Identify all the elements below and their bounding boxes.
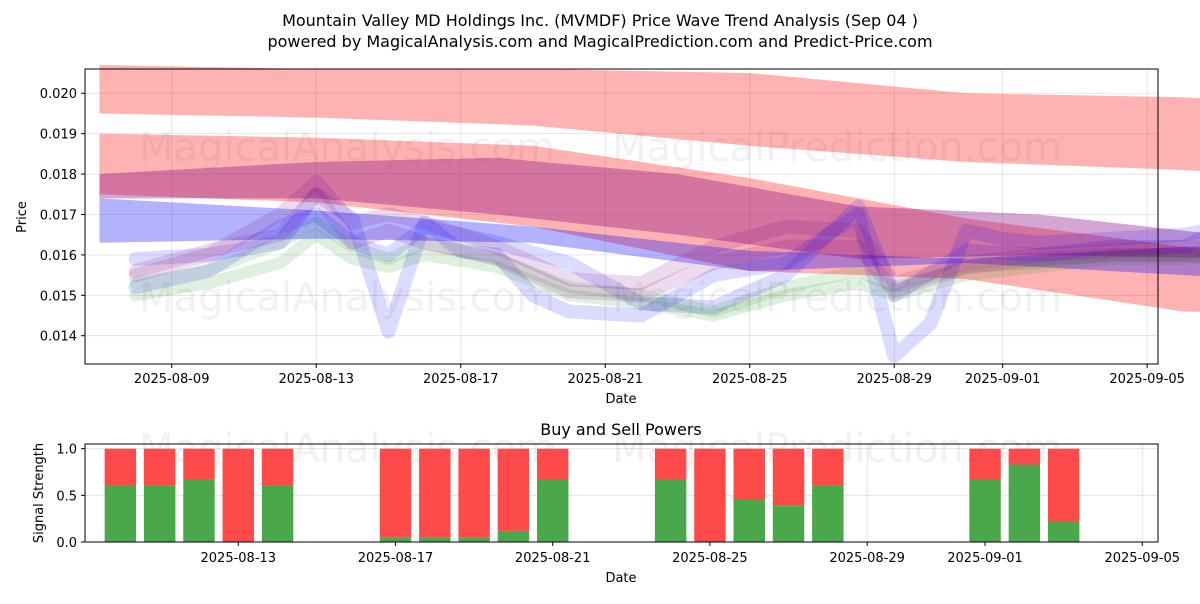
buy-sell-x-tick-label: 2025-08-17 <box>358 551 434 566</box>
sell-bar <box>1047 448 1080 522</box>
sell-bar <box>497 448 530 531</box>
buy-bar <box>143 485 176 542</box>
buy-sell-x-tick-label: 2025-08-21 <box>515 551 591 566</box>
buy-bar <box>1047 521 1080 542</box>
price-y-tick-label: 0.014 <box>40 330 77 345</box>
buy-bar <box>772 505 805 542</box>
price-y-tick-label: 0.018 <box>40 168 77 183</box>
price-plot-area <box>85 69 1158 364</box>
sell-bar <box>536 448 569 480</box>
purple-wave-1 <box>128 175 1200 291</box>
watermark-1: MagicalAnalysis.com <box>139 125 555 171</box>
sell-bar <box>772 448 805 506</box>
price-x-tick-label: 2025-09-05 <box>1109 372 1185 387</box>
buy-bar <box>1008 464 1041 542</box>
buy-bar <box>261 485 294 542</box>
red-lower-band <box>99 133 1200 312</box>
price-y-tick-label: 0.017 <box>40 208 77 223</box>
price-waves <box>128 175 1200 363</box>
buy-sell-y-tick-label: 1.0 <box>56 443 77 458</box>
blue-wave-2 <box>128 199 1200 315</box>
price-x-tick-label: 2025-08-29 <box>856 372 932 387</box>
purple-band <box>99 157 1200 259</box>
buy-bar <box>379 537 412 542</box>
purple-wave-2 <box>128 187 1200 303</box>
price-y-tick-label: 0.020 <box>40 87 77 102</box>
sell-bar <box>183 448 215 480</box>
price-wave-chart: MagicalAnalysis.com MagicalPrediction.co… <box>15 64 1200 407</box>
sell-bar <box>379 448 412 538</box>
buy-sell-x-tick-label: 2025-08-13 <box>201 551 277 566</box>
price-x-tick-label: 2025-08-09 <box>134 372 210 387</box>
sell-bar <box>143 448 176 486</box>
watermark-4: MagicalPrediction.com <box>612 275 1062 321</box>
buy-bar <box>733 500 765 542</box>
buy-bar <box>104 485 137 542</box>
price-x-ticks: 2025-08-09 2025-08-13 2025-08-17 2025-08-21… <box>134 364 1185 387</box>
price-watermarks: MagicalAnalysis.com MagicalPrediction.co… <box>139 125 1062 321</box>
price-y-ticks: 0.014 0.015 0.016 0.017 0.018 0.019 0.020 <box>40 87 85 345</box>
blue-band <box>99 198 1200 277</box>
buy-bar <box>458 537 490 542</box>
price-y-tick-label: 0.016 <box>40 249 77 264</box>
green-wave-2 <box>129 228 1200 322</box>
sell-bar <box>222 448 255 542</box>
sell-bar <box>969 448 1001 480</box>
sell-bar <box>104 448 137 486</box>
buy-sell-y-axis-label: Signal Strength <box>32 443 47 543</box>
red-upper-band <box>99 64 1200 171</box>
price-grid <box>85 69 1158 364</box>
buy-bar <box>419 537 451 542</box>
sell-bar <box>654 448 687 480</box>
price-x-tick-label: 2025-08-25 <box>712 372 788 387</box>
sell-bar <box>694 448 726 542</box>
sell-bar <box>261 448 294 486</box>
price-plot-frame <box>84 68 1159 365</box>
sell-bar <box>733 448 765 500</box>
chart-title: Mountain Valley MD Holdings Inc. (MVMDF)… <box>282 11 918 30</box>
sell-bar <box>458 448 490 538</box>
sell-bar <box>1008 448 1041 465</box>
sell-bar <box>419 448 451 538</box>
blue-wave-1 <box>128 187 1200 363</box>
buy-bar <box>812 485 844 542</box>
buy-bar <box>654 479 687 542</box>
price-bands <box>99 64 1200 312</box>
price-x-tick-label: 2025-08-17 <box>423 372 499 387</box>
price-y-tick-label: 0.019 <box>40 128 77 143</box>
buy-sell-plot-frame <box>84 443 1159 543</box>
buy-sell-x-tick-label: 2025-08-29 <box>829 551 905 566</box>
buy-bar <box>969 479 1001 542</box>
buy-bar <box>497 530 530 542</box>
price-y-tick-label: 0.015 <box>40 289 77 304</box>
buy-sell-title: Buy and Sell Powers <box>540 420 702 439</box>
chart-subtitle: powered by MagicalAnalysis.com and Magic… <box>267 32 932 51</box>
buy-bar <box>536 479 569 542</box>
sell-bar <box>812 448 844 486</box>
buy-sell-y-tick-label: 0.0 <box>56 536 77 551</box>
price-y-axis-label: Price <box>15 201 30 233</box>
price-x-tick-label: 2025-08-21 <box>567 372 643 387</box>
buy-sell-x-tick-label: 2025-09-05 <box>1104 551 1180 566</box>
buy-sell-x-tick-label: 2025-09-01 <box>947 551 1023 566</box>
green-wave-1 <box>129 216 1200 318</box>
buy-sell-bars <box>104 448 1080 542</box>
price-x-tick-label: 2025-08-13 <box>278 372 354 387</box>
buy-sell-chart: Buy and Sell Powers MagicalAnalysis.com … <box>32 420 1180 586</box>
buy-bar <box>183 479 215 542</box>
buy-sell-x-tick-label: 2025-08-25 <box>672 551 748 566</box>
buy-sell-x-ticks: 2025-08-13 2025-08-17 2025-08-21 2025-08-25… <box>201 542 1180 566</box>
buy-sell-x-axis-label: Date <box>605 571 636 586</box>
watermark-2: MagicalPrediction.com <box>612 125 1062 171</box>
buy-sell-y-ticks: 0.0 0.5 1.0 <box>56 443 85 551</box>
buy-sell-y-tick-label: 0.5 <box>56 489 77 504</box>
price-x-axis-label: Date <box>605 392 636 407</box>
price-x-tick-label: 2025-09-01 <box>965 372 1041 387</box>
watermark-3: MagicalAnalysis.com <box>139 275 555 321</box>
